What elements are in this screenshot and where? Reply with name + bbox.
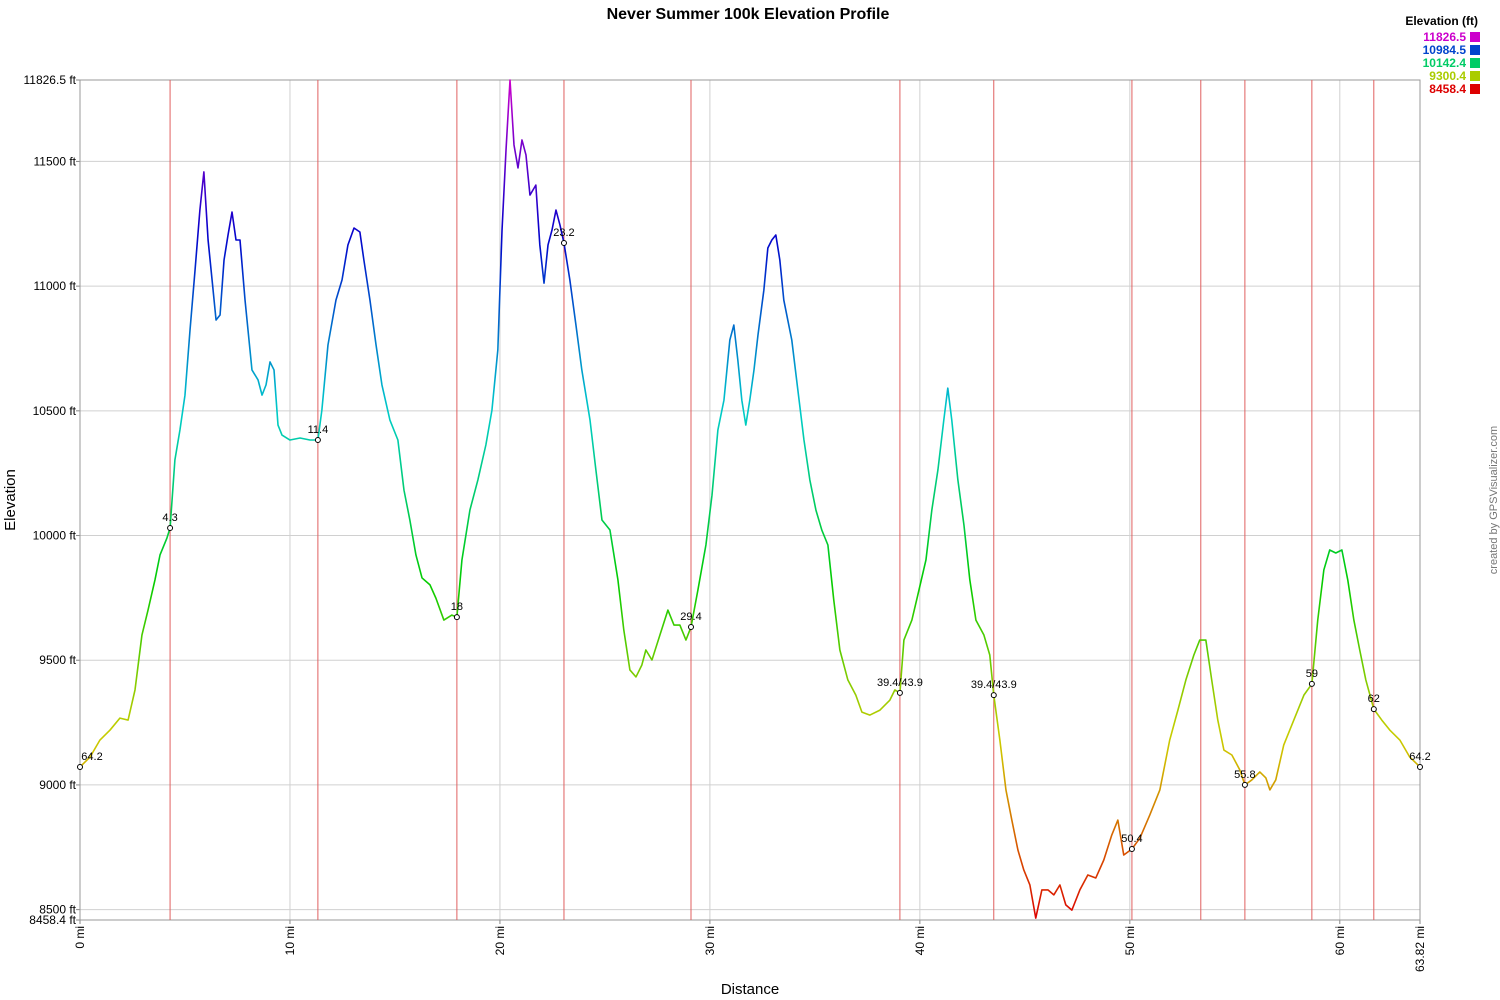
waypoint-label: 64.2 bbox=[81, 751, 102, 763]
waypoint-label: 4.3 bbox=[162, 512, 177, 524]
y-tick-label: 11826.5 ft bbox=[24, 73, 77, 87]
waypoint-marker bbox=[687, 624, 694, 631]
x-tick-label: 60 mi bbox=[1333, 926, 1347, 955]
waypoint-marker bbox=[77, 763, 83, 770]
waypoint-marker bbox=[990, 692, 997, 699]
y-tick-label: 8458.4 ft bbox=[29, 913, 76, 927]
legend-label: 9300.4 bbox=[1429, 69, 1466, 83]
x-tick-label: 20 mi bbox=[493, 926, 507, 955]
waypoint-label: 11.4 bbox=[308, 424, 329, 436]
waypoint-label: 39.4/43.9 bbox=[971, 679, 1017, 691]
legend-swatch bbox=[1470, 71, 1480, 81]
y-tick-label: 9500 ft bbox=[39, 653, 76, 667]
waypoint-marker bbox=[896, 689, 903, 696]
legend-label: 10984.5 bbox=[1423, 43, 1467, 57]
waypoint-label: 64.2 bbox=[1409, 751, 1430, 763]
waypoint-marker bbox=[1370, 706, 1377, 713]
x-tick-label: 10 mi bbox=[283, 926, 297, 955]
legend-swatch bbox=[1470, 58, 1480, 68]
x-tick-label: 50 mi bbox=[1123, 926, 1137, 955]
credit: created by GPSVisualizer.com bbox=[1488, 426, 1500, 574]
legend-swatch bbox=[1470, 45, 1480, 55]
elevation-line bbox=[79, 79, 1421, 919]
waypoint-label: 39.4/43.9 bbox=[877, 677, 923, 689]
y-tick-label: 10000 ft bbox=[33, 529, 77, 543]
waypoint-label: 50.4 bbox=[1121, 833, 1142, 845]
chart-title: Never Summer 100k Elevation Profile bbox=[607, 6, 890, 23]
legend-label: 8458.4 bbox=[1429, 82, 1466, 96]
legend-swatch bbox=[1470, 32, 1480, 42]
plot-border bbox=[79, 79, 1421, 921]
y-tick-label: 10500 ft bbox=[33, 404, 77, 418]
x-axis-title: Distance bbox=[721, 981, 779, 998]
legend-title: Elevation (ft) bbox=[1405, 14, 1478, 28]
waypoint-label: 59 bbox=[1306, 668, 1318, 680]
y-tick-label: 11000 ft bbox=[34, 279, 77, 293]
waypoint-marker bbox=[560, 239, 567, 246]
waypoint-label: 62 bbox=[1368, 693, 1380, 705]
waypoint-label: 23.2 bbox=[553, 227, 574, 239]
y-axis-title: Elevation bbox=[2, 469, 19, 531]
legend-label: 11826.5 bbox=[1423, 30, 1466, 44]
waypoint-marker bbox=[314, 437, 321, 444]
legend-swatch bbox=[1470, 84, 1480, 94]
waypoint-label: 55.8 bbox=[1234, 769, 1255, 781]
waypoint-marker bbox=[453, 614, 460, 621]
waypoint-marker bbox=[1417, 763, 1423, 770]
y-tick-label: 8500 ft bbox=[39, 903, 76, 917]
waypoint-marker bbox=[1241, 781, 1248, 788]
waypoint-label: 18 bbox=[451, 601, 463, 613]
x-tick-label: 40 mi bbox=[913, 926, 927, 955]
waypoint-label: 29.4 bbox=[680, 611, 701, 623]
y-tick-label: 11500 ft bbox=[34, 154, 77, 168]
x-tick-label: 30 mi bbox=[703, 926, 717, 955]
x-tick-label: 0 mi bbox=[73, 926, 87, 949]
waypoint-marker bbox=[167, 525, 174, 532]
y-tick-label: 9000 ft bbox=[39, 778, 76, 792]
legend-label: 10142.4 bbox=[1423, 56, 1467, 70]
waypoint-marker bbox=[1128, 846, 1135, 853]
x-tick-label: 63.82 mi bbox=[1413, 926, 1427, 972]
waypoint-marker bbox=[1308, 680, 1315, 687]
